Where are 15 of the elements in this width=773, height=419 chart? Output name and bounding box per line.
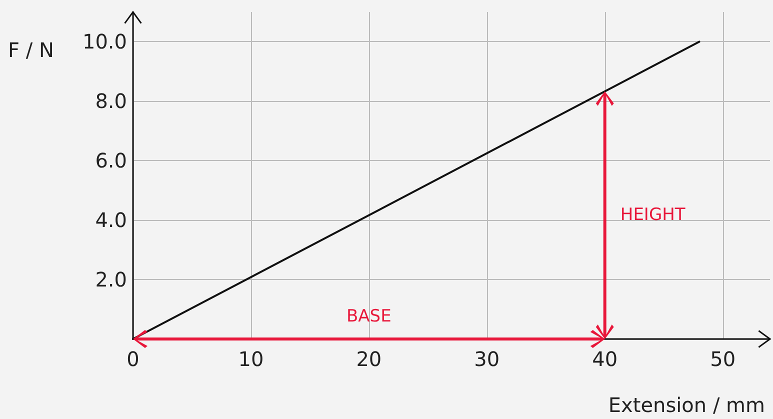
annotation: BASE xyxy=(346,306,392,327)
y-axis-title: F / N xyxy=(8,38,54,62)
x-tick-label: 10 xyxy=(238,347,264,371)
x-axis-title: Extension / mm xyxy=(608,393,766,417)
x-tick-label: 0 xyxy=(126,347,140,371)
x-tick-label: 40 xyxy=(592,347,618,371)
y-tick-label: 10.0 xyxy=(82,30,127,54)
y-tick-label: 8.0 xyxy=(95,89,127,114)
y-tick-label: 2.0 xyxy=(95,268,127,292)
x-tick-label: 50 xyxy=(710,347,736,371)
y-tick-label: 4.0 xyxy=(95,208,127,232)
x-tick-label: 20 xyxy=(356,347,382,371)
x-tick-label: 30 xyxy=(474,347,500,371)
y-tick-label: 6.0 xyxy=(95,148,127,173)
annotation: HEIGHT xyxy=(620,204,686,225)
